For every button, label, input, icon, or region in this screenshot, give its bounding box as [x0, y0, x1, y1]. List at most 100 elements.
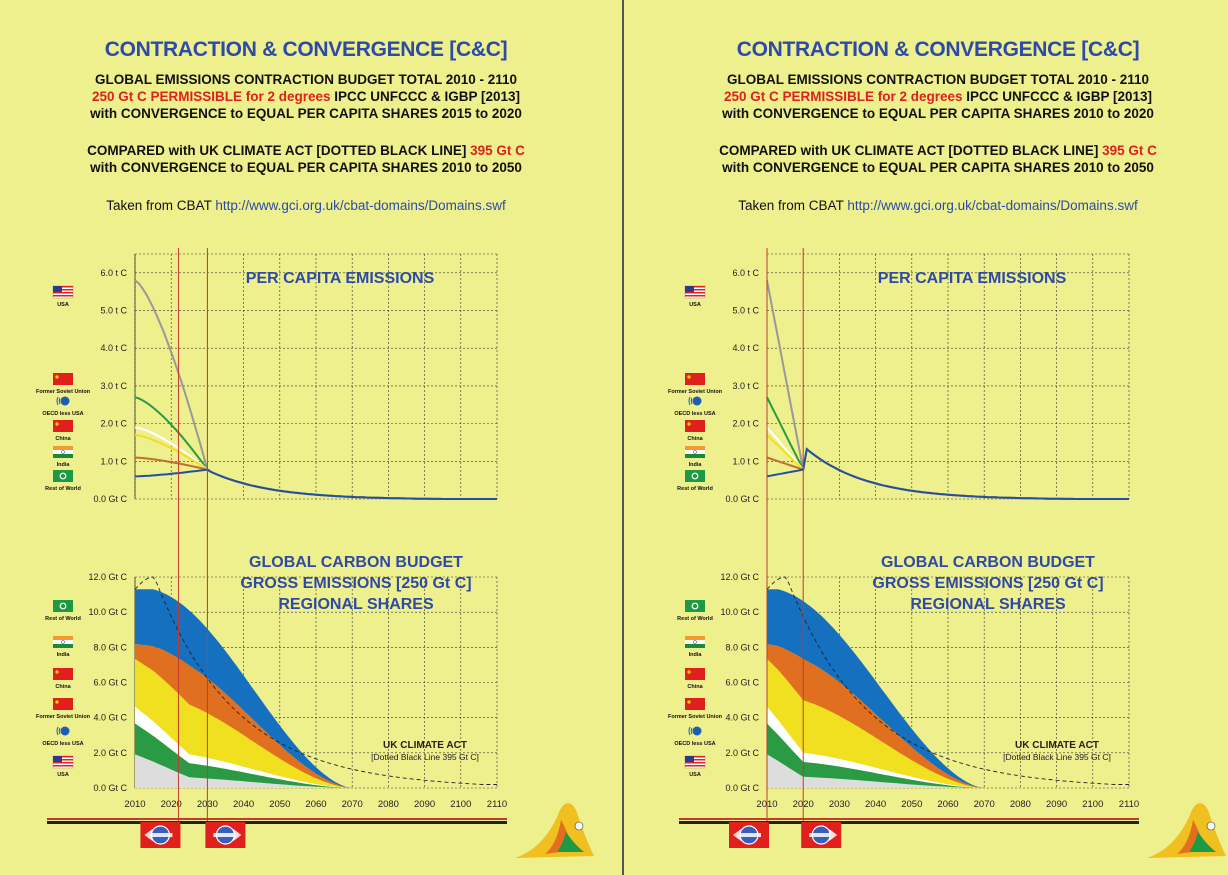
charts-left: 0.0 Gt C 1.0 t C 2.0 t C 3.0 t C 4.0 t C 5.0 … [36, 248, 594, 858]
source-line: Taken from CBAT http://www.gci.org.uk/cb… [632, 198, 1228, 213]
bud-x-tick-label: 2010 [124, 799, 145, 810]
bud-x-tick-label: 2080 [1010, 799, 1031, 810]
bud-x-tick-label: 2040 [233, 799, 254, 810]
bud-area-oecd-less-usa [767, 723, 1003, 788]
bud-x-tick-label: 2100 [450, 799, 471, 810]
compare-text: COMPARED with UK CLIMATE ACT [DOTTED BLA… [719, 143, 1103, 158]
bud-y-tick-label: 10.0 Gt C [720, 607, 759, 617]
bud-legend-label: Former Soviet Union [668, 714, 723, 720]
bud-x-tick-label: 2090 [414, 799, 435, 810]
pc-legend-label: OECD less USA [42, 411, 83, 417]
bud-y-tick-label: 8.0 Gt C [725, 642, 759, 652]
source-link[interactable]: http://www.gci.org.uk/cbat-domains/Domai… [847, 198, 1138, 213]
bud-title-line: REGIONAL SHARES [910, 596, 1066, 613]
page-title: CONTRACTION & CONVERGENCE [C&C] [736, 38, 1140, 61]
pc-y-tick-label: 2.0 t C [100, 419, 127, 429]
bud-legend-label: OECD less USA [42, 741, 83, 747]
logo-registered-icon [1206, 821, 1216, 831]
pc-y-tick-label: 2.0 t C [732, 419, 759, 429]
subtitle-line-1: GLOBAL EMISSIONS CONTRACTION BUDGET TOTA… [726, 72, 1150, 87]
bud-y-tick-label: 2.0 Gt C [725, 748, 759, 758]
subtitle-line-3: with CONVERGENCE to EQUAL PER CAPITA SHA… [722, 106, 1154, 121]
bud-legend-flag [53, 600, 73, 612]
source-link[interactable]: http://www.gci.org.uk/cbat-domains/Domai… [215, 198, 506, 213]
bud-x-tick-label: 2070 [974, 799, 995, 810]
bud-legend-label: Rest of World [677, 616, 713, 622]
pc-legend-label: India [57, 462, 71, 468]
subtitle-line-1: GLOBAL EMISSIONS CONTRACTION BUDGET TOTA… [94, 72, 518, 87]
bud-legend-label: India [57, 652, 71, 658]
bud-y-tick-label: 6.0 Gt C [93, 678, 127, 688]
bud-legend-flag [53, 698, 73, 710]
pc-legend-flag [685, 420, 705, 432]
pc-y-tick-label: 3.0 t C [100, 381, 127, 391]
bud-title-line: GLOBAL CARBON BUDGET [249, 554, 463, 571]
uk-climate-act-line [134, 576, 497, 785]
bud-area-china [767, 658, 1003, 788]
bud-y-tick-label: 12.0 Gt C [88, 572, 127, 582]
bud-x-tick-label: 2080 [378, 799, 399, 810]
bud-title-line: GROSS EMISSIONS [250 Gt C] [872, 575, 1103, 592]
bud-area-china [135, 658, 371, 788]
bud-legend-flag [685, 636, 705, 648]
nav-back-arrow-icon [144, 829, 173, 841]
panel-left: CONTRACTION & CONVERGENCE [C&C] GLOBAL E… [0, 0, 612, 875]
bud-legend-flag [684, 755, 706, 769]
pc-legend-flag [53, 446, 73, 458]
bud-y-tick-label: 6.0 Gt C [725, 678, 759, 688]
pc-legend-flag [52, 285, 74, 299]
bud-x-tick-label: 2060 [305, 799, 326, 810]
uk-act-title: UK CLIMATE ACT [1015, 740, 1099, 751]
bud-area-usa [767, 754, 1003, 788]
bud-area-rest-of-world [767, 589, 1003, 788]
pc-y-tick-label: 5.0 t C [732, 306, 759, 316]
bud-legend-flag [685, 600, 705, 612]
bud-area-india [767, 643, 1003, 788]
pc-y-tick-label: 6.0 t C [732, 268, 759, 278]
bud-x-tick-label: 2090 [1046, 799, 1067, 810]
bud-legend-flag [53, 636, 73, 648]
pc-series-line [134, 468, 497, 500]
bud-legend-label: OECD less USA [674, 741, 715, 747]
bud-legend-label: India [689, 652, 703, 658]
pc-y-tick-label: 1.0 t C [100, 456, 127, 466]
pc-y-tick-label: 3.0 t C [732, 381, 759, 391]
bud-y-tick-label: 0.0 Gt C [725, 783, 759, 793]
budget-source: IPCC UNFCCC & IGBP [2013] [330, 89, 521, 104]
bud-legend-label: Rest of World [45, 616, 81, 622]
bud-area-usa [135, 754, 371, 788]
compare-line-2: with CONVERGENCE to EQUAL PER CAPITA SHA… [90, 160, 522, 175]
panel-right: CONTRACTION & CONVERGENCE [C&C] GLOBAL E… [632, 0, 1228, 875]
bud-x-tick-label: 2050 [269, 799, 290, 810]
bud-legend-flag [685, 698, 705, 710]
budget-highlight: 250 Gt C PERMISSIBLE for 2 degrees [91, 89, 331, 104]
pc-legend-flag [688, 396, 702, 406]
bud-x-tick-label: 2110 [1119, 799, 1139, 810]
bud-y-tick-label: 4.0 Gt C [93, 713, 127, 723]
budget-source: IPCC UNFCCC & IGBP [2013] [962, 89, 1153, 104]
pc-legend-label: China [55, 436, 71, 442]
pc-legend-flag [53, 373, 73, 385]
bud-y-tick-label: 8.0 Gt C [93, 642, 127, 652]
bud-x-tick-label: 2030 [829, 799, 850, 810]
nav-back-arrow-icon [733, 829, 761, 841]
pc-legend-label: Former Soviet Union [36, 389, 91, 395]
pc-legend-label: OECD less USA [674, 411, 715, 417]
nav-forward-arrow-icon [809, 829, 838, 841]
bud-legend-flag [56, 726, 70, 736]
timeline-bar-top [47, 818, 507, 820]
pc-legend-flag [53, 470, 73, 482]
bud-title-line: GLOBAL CARBON BUDGET [881, 554, 1095, 571]
compare-line-1: COMPARED with UK CLIMATE ACT [DOTTED BLA… [0, 143, 612, 158]
nav-forward-arrow-icon [213, 829, 242, 841]
bud-legend-flag [685, 668, 705, 680]
bud-legend-label: China [687, 684, 703, 690]
bud-legend-label: Former Soviet Union [36, 714, 91, 720]
bud-x-tick-label: 2110 [487, 799, 507, 810]
bud-legend-label: USA [57, 772, 69, 778]
bud-area-india [135, 643, 371, 788]
pc-legend-flag [685, 373, 705, 385]
pc-y-tick-label: 6.0 t C [100, 268, 127, 278]
subtitle-line-3: with CONVERGENCE to EQUAL PER CAPITA SHA… [90, 106, 522, 121]
timeline-bar-bottom [47, 821, 507, 824]
